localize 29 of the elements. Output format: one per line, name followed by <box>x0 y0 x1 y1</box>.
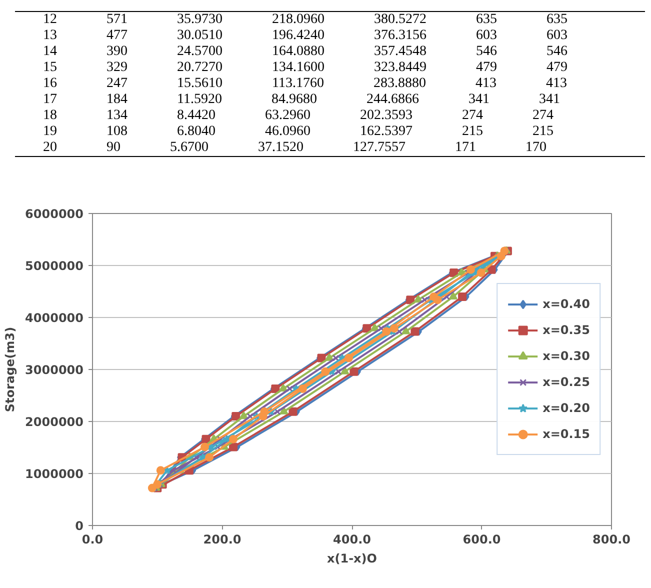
x-tick-label: 200.0 <box>203 532 242 546</box>
x-tick-label: 600.0 <box>462 532 501 546</box>
text: 16 247 15.5610 113.1760 283.8880 413 413 <box>42 76 568 92</box>
y-tick-label: 0 <box>75 519 84 533</box>
y-tick-label: 2000000 <box>25 415 84 429</box>
text: 19 108 6.8040 46.0960 162.5397 215 215 <box>42 124 554 140</box>
legend-label: x=0.25 <box>542 375 590 389</box>
text: 14 390 24.5700 164.0880 357.4548 546 546 <box>42 44 568 60</box>
y-tick-label: 4000000 <box>25 311 84 325</box>
text: 17 184 11.5920 84.9680 244.6866 341 341 <box>42 92 561 108</box>
y-tick-label: 3000000 <box>25 363 84 377</box>
y-tick-label: 6000000 <box>25 207 84 221</box>
legend-label: x=0.40 <box>542 297 590 311</box>
legend-label: x=0.15 <box>542 427 590 441</box>
text: 13 477 30.0510 196.4240 376.3156 603 603 <box>42 28 568 44</box>
x-tick-label: 400.0 <box>333 532 371 546</box>
text: 12 571 35.9730 218.0960 380.5272 635 635 <box>42 12 568 28</box>
y-tick-label: 5000000 <box>25 259 84 273</box>
x-axis-title: x(1-x)O <box>327 552 377 566</box>
y-tick-label: 1000000 <box>25 467 84 481</box>
x-tick-label: 800.0 <box>592 532 630 546</box>
x-tick-label: 0.0 <box>82 532 104 546</box>
y-axis-title: Storage(m3) <box>3 326 18 412</box>
text: 20 90 5.6700 37.1520 127.7557 171 170 <box>42 140 548 156</box>
legend-label: x=0.35 <box>542 323 590 337</box>
text: 15 329 20.7270 134.1600 323.8449 479 479 <box>42 60 568 76</box>
legend-label: x=0.30 <box>542 349 590 363</box>
text: 18 134 8.4420 63.2960 202.3593 274 274 <box>42 108 554 124</box>
legend-label: x=0.20 <box>542 401 590 415</box>
